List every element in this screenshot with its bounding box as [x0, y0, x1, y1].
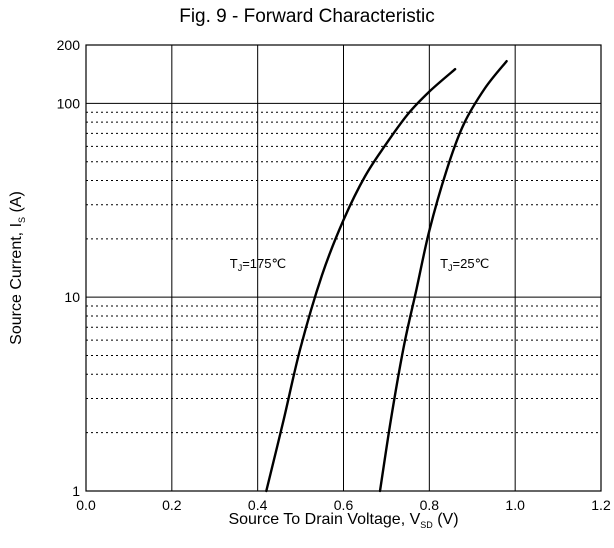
x-tick-label: 0.2: [162, 497, 182, 513]
y-tick-label: 200: [57, 37, 81, 53]
series-label: TJ=25℃: [440, 256, 489, 273]
x-tick-label: 1.0: [505, 497, 525, 513]
y-axis-label: Source Current, IS (A): [8, 191, 27, 345]
plot-frame: [85, 44, 602, 492]
series-line-tj-25c: [378, 60, 508, 493]
x-tick-label: 0.4: [248, 497, 268, 513]
chart-title: Fig. 9 - Forward Characteristic: [179, 6, 435, 27]
y-tick-label: 10: [64, 289, 80, 305]
series-label: TJ=175℃: [230, 256, 286, 273]
x-tick-label: 1.2: [591, 497, 611, 513]
x-tick-label: 0.0: [76, 497, 96, 513]
y-tick-label: 100: [57, 95, 81, 111]
series-line-tj-175c: [265, 68, 457, 493]
y-tick-label: 1: [72, 483, 80, 499]
x-tick-label: 0.8: [420, 497, 440, 513]
x-tick-label: 0.6: [334, 497, 354, 513]
x-axis-label: Source To Drain Voltage, VSD (V): [228, 511, 458, 530]
